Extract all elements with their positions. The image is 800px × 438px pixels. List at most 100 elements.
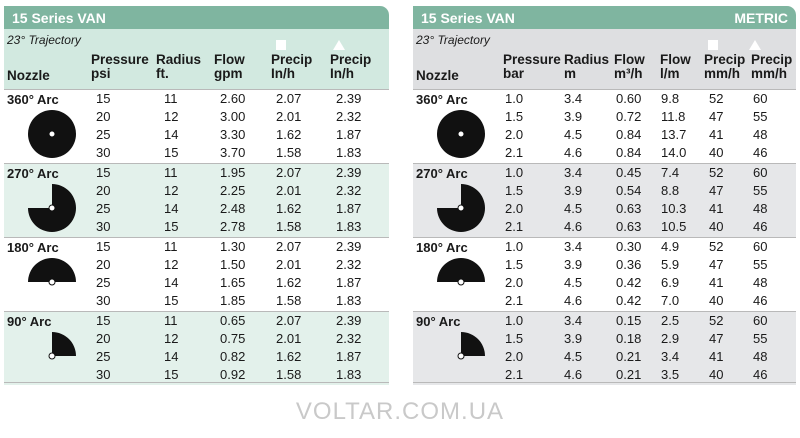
table-cell: 2.07	[276, 239, 302, 254]
arc-group-360: 360° Arc 1.0 3.4 0.60 9.8 52 60 1.5 3.9 0.72 11.8 4…	[413, 89, 796, 163]
watermark-text: VOLTAR.COM.UA	[295, 398, 505, 425]
table-cell: 48	[753, 275, 768, 290]
col-precip-square-label: Precip	[271, 52, 313, 67]
table-cell: 25	[96, 275, 111, 290]
table-cell: 30	[96, 293, 111, 308]
table-cell: 8.8	[661, 183, 680, 198]
table-cell: 4.9	[661, 239, 680, 254]
table-cell: 46	[753, 293, 768, 308]
table-row: 15 11 2.60 2.07 2.39	[4, 91, 389, 107]
col-precip-triangle: Precip mm/h	[751, 53, 792, 81]
table-cell: 11	[164, 91, 178, 106]
table-cell: 3.5	[661, 367, 680, 382]
table-cell: 3.4	[564, 91, 583, 106]
arc-label: 90° Arc	[416, 314, 461, 329]
table-cell: 55	[753, 183, 768, 198]
table-cell: 11	[164, 313, 178, 328]
table-row: 30 15 1.85 1.58 1.83	[4, 293, 389, 309]
col-flow-m3h: Flow m³/h	[614, 53, 645, 81]
table-cell: 55	[753, 257, 768, 272]
col-precip-triangle-label: Precip	[751, 52, 793, 67]
table-cell: 4.5	[564, 201, 583, 216]
table-cell: 1.5	[505, 109, 524, 124]
table-row: 15 11 0.65 2.07 2.39	[4, 313, 389, 329]
arc-label: 360° Arc	[416, 92, 468, 107]
col-precip-square: Precip mm/h	[704, 53, 745, 81]
arc-180-icon	[435, 256, 487, 313]
col-flow-m3h-unit: m³/h	[614, 66, 643, 81]
table-cell: 0.21	[616, 349, 642, 364]
table-cell: 2.0	[505, 275, 524, 290]
table-cell: 60	[753, 313, 768, 328]
table-cell: 2.25	[220, 183, 246, 198]
table-cell: 2.32	[336, 109, 362, 124]
col-flow-lm: Flow l/m	[660, 53, 691, 81]
table-cell: 15	[96, 239, 111, 254]
col-flow-lm-label: Flow	[660, 52, 691, 67]
table-cell: 3.4	[661, 349, 680, 364]
table-row: 2.1 4.6 0.63 10.5 40 46	[413, 219, 796, 235]
table-cell: 1.5	[505, 257, 524, 272]
table-cell: 25	[96, 349, 111, 364]
imperial-title: 15 Series VAN	[12, 9, 106, 26]
table-cell: 4.6	[564, 145, 583, 160]
table-cell: 3.9	[564, 183, 583, 198]
metric-table: 15 Series VAN METRIC 23° Trajectory Nozz…	[413, 6, 796, 385]
table-cell: 1.65	[220, 275, 246, 290]
col-precip-square-unit: mm/h	[704, 66, 741, 81]
table-cell: 1.85	[220, 293, 246, 308]
arc-label: 270° Arc	[416, 166, 468, 181]
table-row: 25 14 2.48 1.62 1.87	[4, 201, 389, 217]
table-cell: 0.60	[616, 91, 642, 106]
table-cell: 3.4	[564, 239, 583, 254]
trajectory-label: 23° Trajectory	[7, 33, 81, 47]
arc-180-icon	[26, 256, 78, 313]
table-cell: 15	[96, 313, 111, 328]
col-radius-label: Radius	[156, 52, 202, 67]
table-cell: 46	[753, 367, 768, 382]
table-cell: 4.5	[564, 275, 583, 290]
arc-90-icon	[435, 330, 487, 387]
table-cell: 20	[96, 183, 111, 198]
table-cell: 46	[753, 145, 768, 160]
table-cell: 52	[709, 165, 724, 180]
col-precip-triangle-label: Precip	[330, 52, 372, 67]
table-cell: 2.1	[505, 219, 524, 234]
arc-label: 360° Arc	[7, 92, 59, 107]
metric-badge: METRIC	[734, 9, 788, 26]
table-cell: 15	[96, 165, 111, 180]
table-cell: 2.32	[336, 257, 362, 272]
table-cell: 6.9	[661, 275, 680, 290]
metric-body: 360° Arc 1.0 3.4 0.60 9.8 52 60 1.5 3.9 0.72 11.8 4…	[413, 89, 796, 385]
table-cell: 2.0	[505, 127, 524, 142]
table-cell: 25	[96, 201, 111, 216]
arc-90-icon	[26, 330, 78, 387]
table-cell: 2.48	[220, 201, 246, 216]
table-cell: 46	[753, 219, 768, 234]
table-cell: 1.30	[220, 239, 246, 254]
table-cell: 0.42	[616, 293, 642, 308]
col-pressure-unit: psi	[91, 66, 111, 81]
table-row: 20 12 2.25 2.01 2.32	[4, 183, 389, 199]
table-row: 20 12 1.50 2.01 2.32	[4, 257, 389, 273]
table-cell: 52	[709, 239, 724, 254]
table-cell: 15	[164, 219, 179, 234]
table-cell: 20	[96, 109, 111, 124]
table-cell: 60	[753, 91, 768, 106]
table-row: 15 11 1.95 2.07 2.39	[4, 165, 389, 181]
arc-group-270: 270° Arc 1.0 3.4 0.45 7.4 52 60 1.5 3.9 0.54 8.8 47…	[413, 163, 796, 237]
table-cell: 2.1	[505, 367, 524, 382]
col-flow: Flow gpm	[214, 53, 245, 81]
table-cell: 5.9	[661, 257, 680, 272]
table-cell: 0.36	[616, 257, 642, 272]
table-cell: 1.58	[276, 293, 302, 308]
table-cell: 15	[96, 91, 111, 106]
table-cell: 11	[164, 165, 178, 180]
table-cell: 2.01	[276, 109, 302, 124]
table-row: 20 12 0.75 2.01 2.32	[4, 331, 389, 347]
table-cell: 2.01	[276, 331, 302, 346]
table-cell: 1.5	[505, 183, 524, 198]
table-row: 1.0 3.4 0.60 9.8 52 60	[413, 91, 796, 107]
table-cell: 0.45	[616, 165, 642, 180]
triangle-spacing-icon	[333, 40, 345, 50]
